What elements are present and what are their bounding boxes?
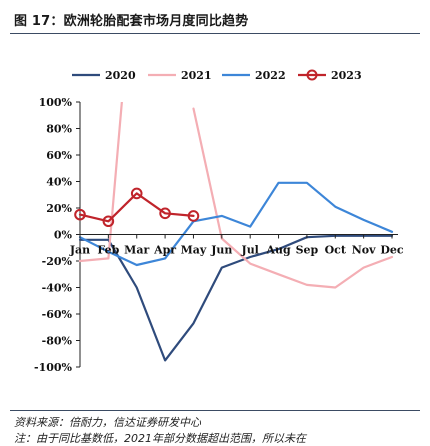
x-tick-label: Dec: [380, 244, 404, 257]
x-tick-label: May: [181, 244, 207, 257]
line-chart: 2020 2021 2022 2023 100% 80% 60% 40% 20% 0% -20% -…: [34, 69, 404, 374]
x-tick-label: Feb: [97, 244, 119, 257]
legend-label: 2021: [181, 69, 212, 82]
legend-item-2022: 2022: [222, 69, 286, 82]
legend-label: 2023: [331, 69, 362, 82]
y-tick-label: 40%: [46, 176, 72, 189]
marker-layer: [74, 187, 200, 228]
legend: 2020 2021 2022 2023: [72, 69, 362, 82]
x-tick-label: Mar: [124, 244, 149, 257]
series-line-2021: [78, 102, 123, 263]
data-point-2023: [187, 210, 200, 222]
x-tick-label: Nov: [352, 244, 376, 257]
bottom-rule: [10, 410, 420, 411]
y-tick-label: 60%: [46, 149, 72, 162]
legend-item-2020: 2020: [72, 69, 136, 82]
legend-item-2021: 2021: [148, 69, 212, 82]
y-tick-label: 0%: [54, 229, 73, 242]
x-axis: Jan Feb Mar Apr May Jun Jul Aug Sep Oct Nov Dec: [69, 234, 404, 257]
y-tick-label: 20%: [46, 202, 72, 215]
figure-title: 图 17：欧洲轮胎配套市场月度同比趋势: [14, 14, 249, 29]
series-line-2022: [78, 181, 394, 267]
x-tick-label: Jun: [210, 244, 232, 257]
legend-marker: [306, 69, 318, 81]
x-tick-label: Aug: [265, 244, 291, 257]
y-tick-label: -20%: [42, 255, 73, 268]
y-tick-label: -80%: [42, 335, 73, 348]
data-point-2023: [74, 208, 86, 221]
x-tick-label: Sep: [296, 244, 319, 257]
series-line-2020: [78, 234, 394, 362]
data-point-2023: [102, 215, 115, 228]
legend-label: 2022: [255, 69, 286, 82]
series-line-2021: [192, 107, 394, 289]
y-tick-label: -60%: [42, 308, 73, 321]
data-point-2023: [130, 187, 143, 200]
x-tick-label: Oct: [325, 244, 347, 257]
x-tick-label: Jul: [240, 244, 258, 257]
x-tick-label: Apr: [153, 244, 176, 257]
y-tick-label: -40%: [42, 282, 73, 295]
y-tick-label: 100%: [39, 96, 73, 109]
legend-label: 2020: [105, 69, 136, 82]
y-axis: 100% 80% 60% 40% 20% 0% -20% -40% -60% -80% -100%: [34, 96, 81, 374]
x-tick-label: Jan: [69, 244, 90, 257]
series-line-2023: [78, 192, 195, 223]
source-note: 资料来源：倍耐力，信达证券研发中心: [14, 416, 201, 429]
y-tick-label: 80%: [46, 123, 72, 136]
y-tick-label: -100%: [34, 361, 73, 374]
legend-item-2023: 2023: [298, 69, 362, 82]
data-point-2023: [159, 207, 171, 220]
series-layer: [78, 102, 394, 362]
top-rule: [10, 33, 420, 34]
footnote: 注：由于同比基数低，2021年部分数据超出范围，所以未在: [14, 432, 306, 445]
